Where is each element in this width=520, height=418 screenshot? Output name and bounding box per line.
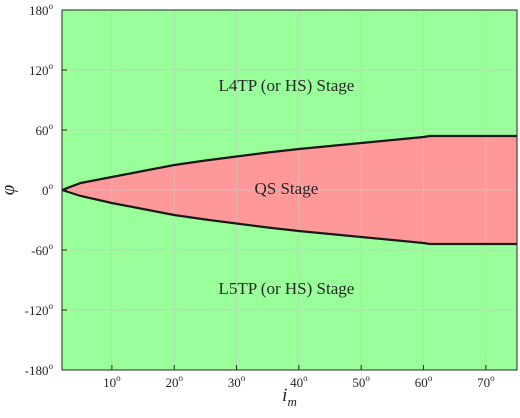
degree-superscript: o [241, 373, 246, 383]
region-label-l5tp: L5TP (or HS) Stage [218, 279, 354, 298]
y-tick-label: -120o [25, 301, 54, 318]
degree-superscript: o [49, 1, 54, 11]
x-axis-title-main: i [282, 385, 287, 406]
degree-superscript: o [49, 121, 54, 131]
degree-superscript: o [49, 181, 54, 191]
y-axis-title: φ [0, 185, 19, 196]
degree-superscript: o [365, 373, 370, 383]
y-tick-label: 180o [29, 1, 54, 18]
y-tick-label: -180o [25, 361, 54, 378]
x-tick-label: 70o [477, 373, 495, 390]
degree-superscript: o [490, 373, 495, 383]
degree-superscript: o [116, 373, 121, 383]
x-tick-label: 40o [290, 373, 308, 390]
degree-superscript: o [49, 61, 54, 71]
region-label-qs: QS Stage [255, 179, 319, 198]
degree-superscript: o [49, 361, 54, 371]
x-tick-label: 60o [415, 373, 433, 390]
x-tick-label: 50o [352, 373, 370, 390]
x-axis-title: im [282, 385, 297, 409]
x-axis-title-sub: m [287, 394, 296, 409]
lower-boundary-line [61, 188, 517, 246]
x-tick-label: 30o [228, 373, 246, 390]
degree-superscript: o [178, 373, 183, 383]
y-ticks: 180o 120o 60o 0o -60o -120o -180o [25, 1, 67, 378]
region-label-l4tp: L4TP (or HS) Stage [218, 76, 354, 95]
degree-superscript: o [49, 241, 54, 251]
degree-superscript: o [49, 301, 54, 311]
x-tick-label: 20o [165, 373, 183, 390]
y-tick-label: 120o [29, 61, 54, 78]
y-tick-label: 0o [42, 181, 54, 198]
y-tick-label: 60o [36, 121, 54, 138]
y-tick-label: -60o [31, 241, 53, 258]
region-labels: L4TP (or HS) Stage QS Stage L5TP (or HS) S… [218, 76, 354, 298]
degree-superscript: o [428, 373, 433, 383]
x-tick-label: 10o [103, 373, 121, 390]
degree-superscript: o [303, 373, 308, 383]
upper-boundary-line [61, 134, 517, 192]
